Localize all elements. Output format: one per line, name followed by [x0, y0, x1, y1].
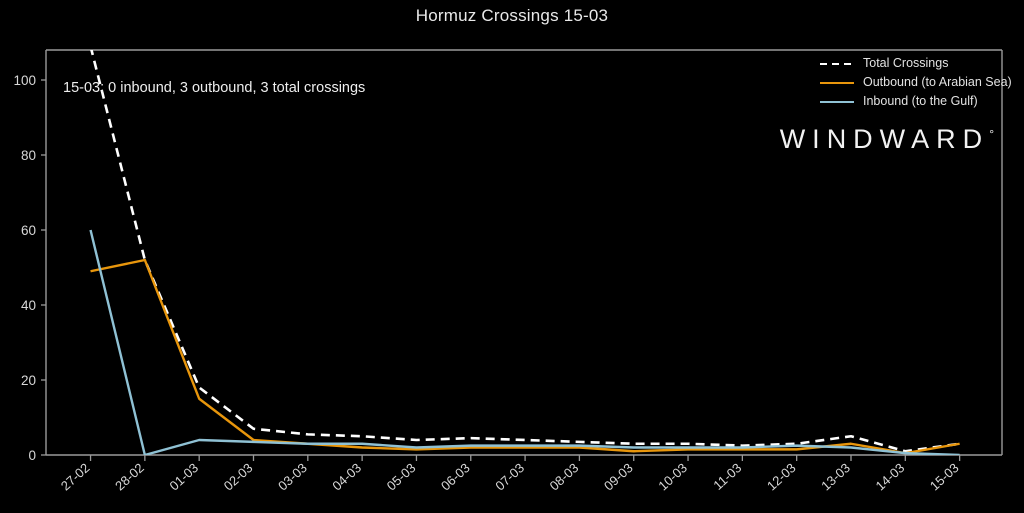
x-tick-label: 13-03 — [818, 460, 853, 493]
x-tick-label: 15-03 — [927, 460, 962, 493]
legend-item[interactable]: Outbound (to Arabian Sea) — [820, 73, 1012, 92]
x-tick-label: 09-03 — [601, 460, 636, 493]
windward-logo: WINDWARD° — [780, 124, 994, 155]
legend-swatch-icon — [820, 58, 854, 70]
x-tick-label: 01-03 — [166, 460, 201, 493]
legend-label: Outbound (to Arabian Sea) — [863, 75, 1012, 90]
x-tick-label: 11-03 — [710, 460, 744, 493]
annotation-label: 15-03: 0 inbound, 3 outbound, 3 total cr… — [63, 80, 366, 96]
y-tick-label: 40 — [21, 298, 36, 313]
chart-title: Hormuz Crossings 15-03 — [415, 6, 609, 25]
axes-group: 0 20 40 60 80 100 27-02 28-02 01-03 02-03 03-03 04-… — [13, 49, 1003, 493]
x-tick-label: 03-03 — [275, 460, 310, 493]
series-line — [90, 258, 960, 455]
legend-item[interactable]: Inbound (to the Gulf) — [820, 92, 1012, 111]
legend-label: Inbound (to the Gulf) — [863, 94, 978, 109]
x-tick-label: 02-03 — [221, 460, 256, 493]
legend-swatch-icon — [820, 77, 854, 89]
y-tick-label: 80 — [21, 148, 36, 163]
y-tick-label: 0 — [28, 448, 36, 463]
x-tick-label: 05-03 — [384, 460, 419, 493]
y-tick-label: 60 — [21, 223, 36, 238]
x-tick-label: 04-03 — [329, 460, 364, 493]
x-tick-label: 27-02 — [58, 460, 93, 493]
x-tick-label: 06-03 — [438, 460, 473, 493]
brand-text: WINDWARD — [779, 124, 990, 154]
x-tick-label: 07-03 — [492, 460, 527, 493]
x-tick-label: 12-03 — [764, 460, 799, 493]
y-tick-label: 100 — [13, 73, 36, 88]
x-tick-label: 10-03 — [655, 460, 690, 493]
x-tick-label: 28-02 — [112, 460, 147, 493]
legend-item[interactable]: Total Crossings — [820, 54, 1012, 73]
y-tick-label: 20 — [21, 373, 36, 388]
legend-swatch-icon — [820, 96, 854, 108]
series-line — [89, 229, 960, 455]
x-tick-label: 14-03 — [873, 460, 908, 493]
series-group — [89, 50, 960, 455]
x-tick-label: 08-03 — [547, 460, 582, 493]
brand-degree-mark: ° — [989, 127, 994, 141]
legend-label: Total Crossings — [863, 56, 949, 71]
chart-legend: Total Crossings Outbound (to Arabian Sea)… — [820, 54, 1012, 111]
